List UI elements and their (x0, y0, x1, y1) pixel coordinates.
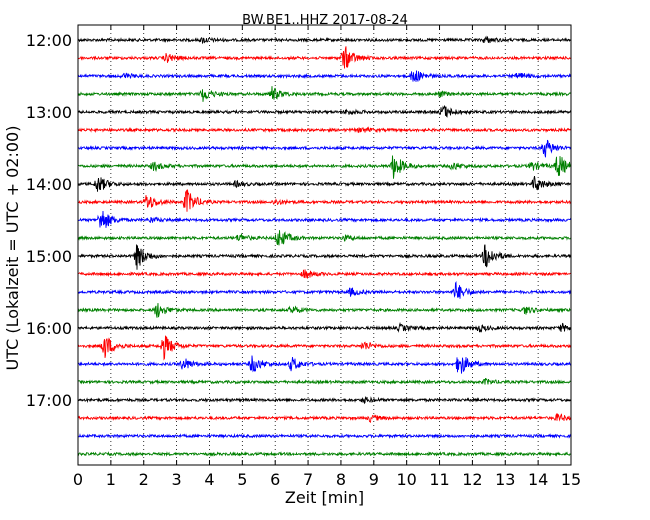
trace-line (77, 451, 572, 458)
trace-line (77, 210, 572, 228)
x-tick-label: 11 (429, 470, 449, 489)
ticks-layer: 0 1 2 3 4 5 6 7 8 9 10 11 12 13 14 1512:0013:0014:0015:… (26, 25, 581, 489)
grid-layer (110, 25, 539, 465)
trace-line (77, 244, 572, 270)
trace-line (77, 155, 572, 179)
x-tick-label: 14 (528, 470, 548, 489)
trace-line (77, 104, 572, 118)
chart-title: BW.BE1..HHZ 2017-08-24 (242, 13, 408, 28)
x-tick-label: 8 (336, 470, 346, 489)
y-axis-label: UTC (Lokalzeit = UTC + 02:00) (3, 126, 22, 371)
x-tick-label: 4 (204, 470, 214, 489)
trace-line (77, 412, 572, 424)
x-axis-label: Zeit [min] (285, 488, 364, 507)
y-tick-label: 16:00 (26, 319, 72, 338)
trace-line (77, 321, 572, 333)
plot-frame (77, 24, 572, 466)
trace-line (77, 46, 572, 69)
trace-line (77, 139, 572, 158)
trace-line (77, 230, 572, 246)
x-tick-label: 13 (495, 470, 515, 489)
x-tick-label: 0 (73, 470, 83, 489)
trace-line (77, 303, 572, 318)
x-tick-label: 15 (561, 470, 581, 489)
x-tick-label: 2 (139, 470, 149, 489)
trace-line (77, 395, 572, 405)
trace-line (77, 433, 572, 439)
trace-line (77, 355, 572, 374)
trace-line (77, 35, 571, 45)
trace-line (77, 126, 572, 134)
x-tick-label: 10 (396, 470, 416, 489)
traces-layer (77, 35, 572, 458)
trace-line (77, 176, 572, 192)
trace-line (77, 378, 572, 386)
x-tick-label: 3 (172, 470, 182, 489)
trace-line (77, 335, 572, 361)
x-tick-label: 6 (270, 470, 280, 489)
y-tick-label: 15:00 (26, 247, 72, 266)
trace-line (77, 189, 572, 212)
x-tick-label: 5 (237, 470, 247, 489)
trace-line (77, 86, 572, 102)
x-tick-label: 7 (303, 470, 313, 489)
trace-line (77, 280, 572, 299)
y-tick-label: 12:00 (26, 31, 72, 50)
trace-line (77, 70, 572, 82)
x-tick-label: 12 (462, 470, 482, 489)
y-tick-label: 13:00 (26, 103, 72, 122)
y-tick-label: 14:00 (26, 175, 72, 194)
x-tick-label: 1 (106, 470, 116, 489)
trace-line (77, 269, 572, 279)
y-tick-label: 17:00 (26, 391, 72, 410)
x-tick-label: 9 (369, 470, 379, 489)
